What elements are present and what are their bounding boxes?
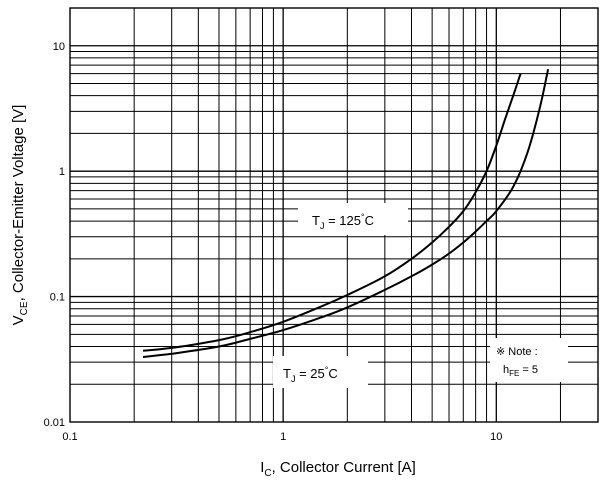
x-tick-label: 1 xyxy=(280,431,286,443)
y-tick-label: 0.01 xyxy=(44,417,65,429)
annotation-t125: TJ = 125°C xyxy=(312,212,374,231)
annotation-t25: TJ = 25°C xyxy=(283,365,338,384)
series-line-t125 xyxy=(142,73,522,352)
y-axis-label: VCE, Collector-Emitter Voltage [V] xyxy=(10,105,30,326)
y-tick-label: 10 xyxy=(53,41,65,53)
x-tick-label: 10 xyxy=(490,431,502,443)
series-line-t25 xyxy=(142,68,550,358)
series-group xyxy=(142,68,550,358)
annotation-t25-box xyxy=(273,356,368,388)
x-tick-label: 0.1 xyxy=(62,431,77,443)
note-line1: ※ Note : xyxy=(496,346,538,358)
y-tick-label: 0.1 xyxy=(50,292,65,304)
note-line2: hFE = 5 xyxy=(503,364,538,378)
tick-labels: 0.1 1 10 0.01 0.1 1 10 xyxy=(44,41,503,443)
plot-frame xyxy=(69,7,599,423)
grid xyxy=(70,8,598,422)
note-box xyxy=(490,338,568,382)
x-axis-label: IC, Collector Current [A] xyxy=(260,459,416,479)
y-tick-label: 1 xyxy=(59,166,65,178)
annotation-t125-box xyxy=(298,203,408,235)
